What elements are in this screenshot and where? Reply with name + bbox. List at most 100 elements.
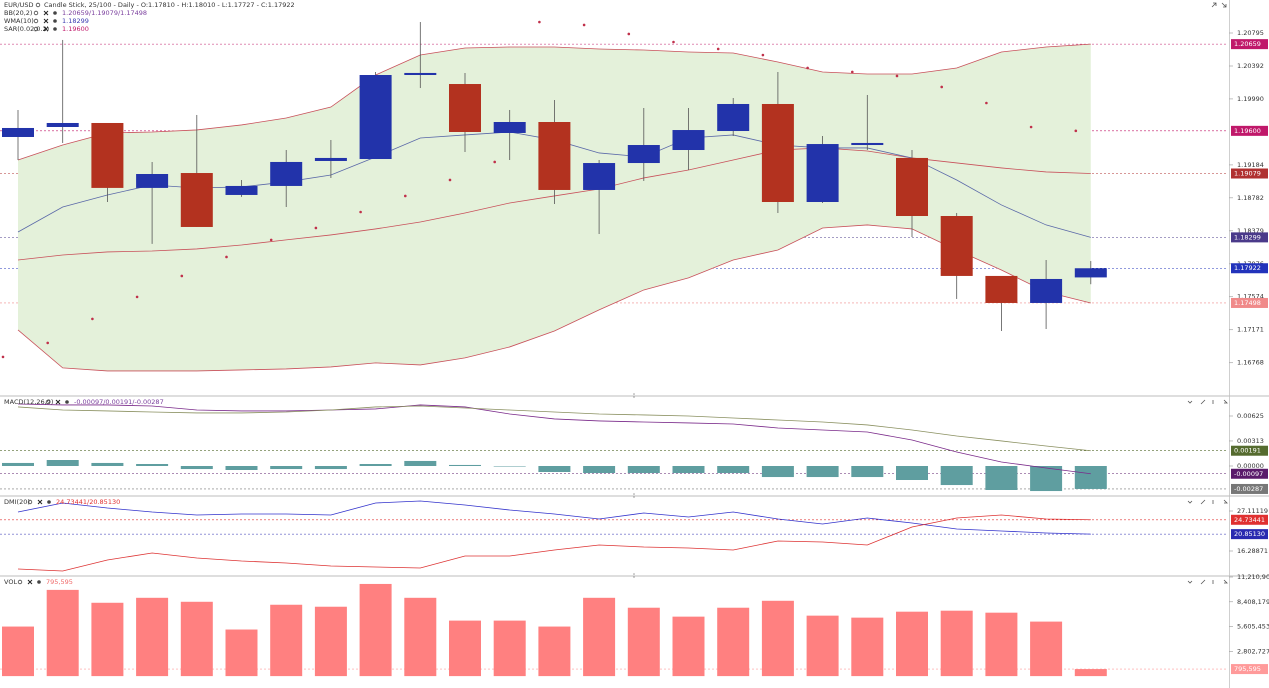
legend-value: 1.19600 (62, 25, 89, 33)
settings-icon (47, 500, 51, 504)
y-tick-label: 8,408,179 (1237, 598, 1269, 606)
histogram-bar (896, 466, 928, 480)
candle-body (493, 122, 526, 133)
histogram-bar (180, 601, 213, 677)
price-tag-label: 1.17498 (1234, 299, 1261, 307)
histogram-bar (538, 626, 571, 677)
sar-dot (716, 47, 720, 51)
sar-dot (895, 74, 899, 78)
price-tag-label: 1.20659 (1234, 40, 1261, 48)
eye-icon (33, 18, 39, 24)
candle-body (896, 157, 928, 217)
sar-dot (538, 20, 541, 24)
candle-body (583, 163, 616, 190)
y-tick-label: 0.00000 (1237, 462, 1264, 470)
histogram-bar (985, 466, 1018, 490)
candle-body (404, 72, 437, 76)
price-tag-label: 0.00191 (1234, 447, 1261, 455)
eye-icon (33, 10, 39, 16)
close-icon (43, 26, 49, 32)
y-tick-label: 0.00625 (1237, 412, 1264, 420)
histogram-bar (493, 620, 526, 677)
histogram-bar (806, 466, 839, 478)
price-tag (1231, 529, 1268, 540)
candle-body (136, 173, 169, 188)
close-icon (55, 399, 61, 405)
price-tag (1231, 125, 1268, 136)
legend-value: 795,595 (46, 578, 73, 586)
candle-body (940, 216, 973, 276)
indicator-line (17, 514, 1091, 572)
sar-dot (448, 178, 452, 182)
price-tag (1231, 483, 1268, 494)
y-tick-label: 2,802,727 (1237, 647, 1269, 655)
y-tick-label: 1.19184 (1237, 161, 1264, 169)
histogram-bar (672, 616, 705, 677)
candle-body (761, 103, 794, 203)
resize-handles[interactable] (633, 393, 635, 578)
y-tick-label: 1.20392 (1237, 62, 1264, 70)
y-tick-label: 0.00313 (1237, 437, 1264, 445)
price-tag (1231, 263, 1268, 274)
sar-dot (404, 194, 407, 198)
y-tick-label: 16.28871 (1237, 547, 1268, 555)
price-tag-label: 1.18299 (1234, 233, 1261, 241)
candle-body (627, 145, 660, 164)
settings-icon (53, 19, 57, 23)
candle-body (806, 144, 839, 203)
price-tag-label: -0.00287 (1234, 485, 1263, 493)
y-tick-label: 1.17171 (1237, 326, 1264, 334)
histogram-bar (940, 610, 973, 677)
histogram-bar (449, 464, 481, 466)
sar-dot (940, 85, 943, 89)
eye-icon (17, 579, 23, 585)
pane-controls[interactable] (1187, 2, 1228, 585)
legend-name: VOL (4, 578, 17, 586)
candle-body (2, 127, 34, 137)
close-icon (43, 10, 49, 16)
price-tag-label: 1.19600 (1234, 127, 1261, 135)
histogram-bar (136, 597, 169, 677)
sar-dot (985, 101, 988, 105)
chart-title: EUR/USD (4, 1, 33, 9)
histogram-bar (91, 462, 124, 466)
sar-dot (582, 23, 586, 27)
histogram-bar (1030, 621, 1063, 677)
histogram-bar (225, 629, 258, 677)
histogram-bar (404, 597, 437, 677)
histogram-bar (717, 466, 750, 474)
y-tick-label: 1.18379 (1237, 227, 1264, 235)
close-icon (43, 18, 49, 24)
price-tag-label: 1.17922 (1234, 264, 1261, 272)
candle-body (225, 185, 258, 195)
y-tick-label: 5,605,453 (1237, 623, 1269, 631)
histogram-bar (940, 466, 973, 486)
candle-body (851, 142, 884, 146)
histogram-bar (851, 466, 884, 478)
candle-body (46, 122, 79, 127)
candle-body (449, 84, 481, 132)
histogram-bar (314, 606, 347, 677)
sar-dot (46, 341, 49, 345)
histogram-bar (806, 615, 839, 677)
eye-icon (35, 2, 41, 8)
candle-body (270, 161, 303, 186)
sar-dot (91, 317, 94, 321)
candle-body (717, 103, 750, 132)
legend-value: -0.00097/0.00191/-0.00287 (74, 398, 164, 406)
histogram-bar (851, 617, 884, 677)
histogram-bar (761, 600, 794, 677)
histogram-bar (314, 466, 347, 470)
histogram-bar (627, 466, 660, 474)
legend-value: 1.18299 (62, 17, 89, 25)
eye-icon (45, 399, 51, 405)
price-tag (1231, 39, 1268, 50)
histogram-bar (761, 466, 794, 478)
sar-dot (761, 53, 765, 57)
legend-name: MACD(12,26,9) (4, 398, 53, 406)
legend-value: 1.20659/1.19079/1.17498 (62, 9, 147, 17)
sar-dot (1074, 129, 1078, 133)
price-tag (1231, 468, 1268, 479)
sar-dot (806, 66, 809, 70)
histogram-bar (136, 464, 169, 466)
